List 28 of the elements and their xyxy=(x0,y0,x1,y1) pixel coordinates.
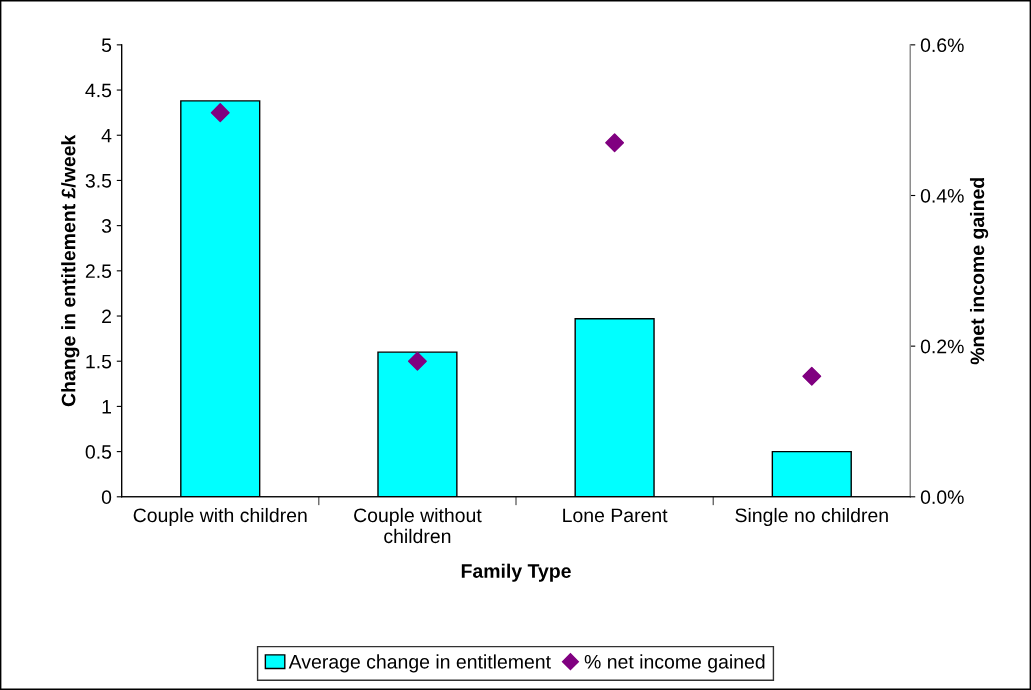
legend-label: % net income gained xyxy=(584,654,765,673)
point xyxy=(210,103,230,123)
x-axis-title: Family Type xyxy=(461,563,571,582)
y-tick-label: 4 xyxy=(101,128,112,143)
y-tick-label: 2 xyxy=(102,309,111,324)
y-tick-label: 0 xyxy=(101,490,112,505)
y2-tick-label: 0.4% xyxy=(920,188,964,203)
y-tick-label: 0.5 xyxy=(85,445,112,459)
y-tick-label: 4.5 xyxy=(85,83,112,98)
y2-axis-title: %net income gained xyxy=(969,178,989,365)
x-tick-label: Lone Parent xyxy=(563,508,668,523)
point xyxy=(407,351,427,371)
x-tick-label: Single no children xyxy=(735,507,888,527)
point xyxy=(605,133,625,153)
legend-label: Average change in entitlement xyxy=(288,654,551,673)
x-tick-label: Couple with children xyxy=(133,507,307,527)
y2-tick-label: 0.6% xyxy=(920,38,964,53)
y-tick-label: 3 xyxy=(101,219,112,233)
y-tick-label: 1.5 xyxy=(86,354,112,369)
y-tick-label: 2.5 xyxy=(85,264,112,279)
y-axis-title: Change in entitlement £/week xyxy=(61,134,80,407)
y2-tick-label: 0.2% xyxy=(920,339,964,354)
x-tick-label: Couple without children xyxy=(354,507,482,544)
y-tick-label: 5 xyxy=(101,38,112,53)
y2-tick-label: 0.0% xyxy=(920,490,964,505)
y-tick-label: 1 xyxy=(102,400,111,414)
y-tick-label: 3.5 xyxy=(85,173,112,188)
point xyxy=(802,366,822,386)
